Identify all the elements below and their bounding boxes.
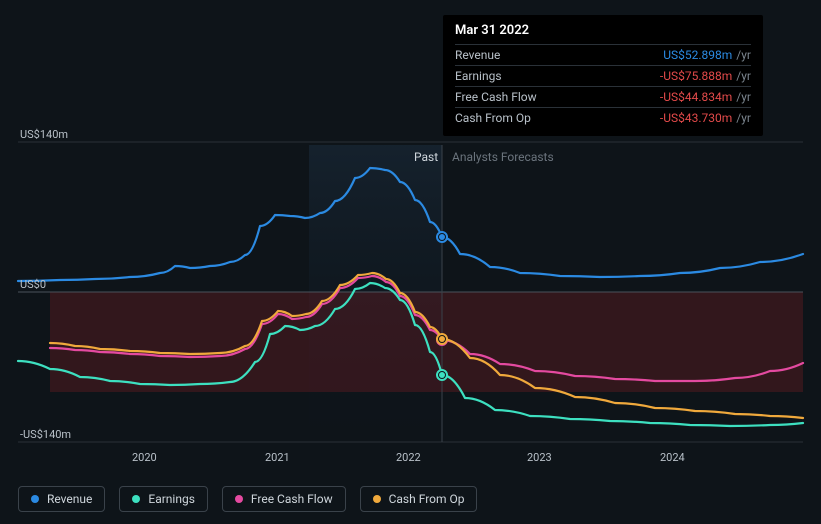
- tooltip-row-label: Earnings: [455, 69, 502, 83]
- legend-item-label: Earnings: [148, 492, 195, 506]
- chart-legend: Revenue Earnings Free Cash Flow Cash From O…: [18, 486, 477, 512]
- tooltip-row-unit: /yr: [736, 90, 751, 104]
- tooltip-row: Cash From Op -US$43.730m/yr: [455, 107, 751, 128]
- tooltip-row: Revenue US$52.898m/yr: [455, 44, 751, 65]
- tooltip-row: Free Cash Flow -US$44.834m/yr: [455, 86, 751, 107]
- tooltip-rows: Revenue US$52.898m/yr Earnings -US$75.888m /…: [455, 44, 751, 128]
- y-axis-label: US$0: [20, 278, 46, 291]
- tooltip-title: Mar 31 2022: [455, 23, 751, 38]
- x-axis-label: 2020: [132, 451, 157, 464]
- tooltip-row: Earnings -US$75.888m/yr: [455, 65, 751, 86]
- tooltip-row-value: US$52.898m: [663, 48, 732, 62]
- tooltip-row-value: -US$43.730m: [660, 111, 732, 125]
- region-label-forecast: Analysts Forecasts: [452, 150, 554, 164]
- legend-dot-icon: [31, 495, 39, 503]
- legend-item-label: Revenue: [47, 492, 92, 506]
- financials-chart: Past Analysts Forecasts Mar 31 2022 Reve…: [0, 0, 821, 524]
- legend-item-label: Free Cash Flow: [251, 492, 333, 506]
- tooltip-row-value: -US$44.834m: [660, 90, 732, 104]
- y-axis-label: -US$140m: [20, 428, 71, 441]
- legend-item-fcf[interactable]: Free Cash Flow: [222, 486, 346, 512]
- legend-item-cfo[interactable]: Cash From Op: [360, 486, 478, 512]
- chart-tooltip: Mar 31 2022 RevenueUS$52.898m/yrEarnings…: [443, 15, 763, 136]
- legend-dot-icon: [373, 495, 381, 503]
- x-axis-label: 2022: [396, 451, 421, 464]
- legend-item-revenue[interactable]: Revenue: [18, 486, 105, 512]
- legend-item-label: Cash From Op: [389, 492, 465, 506]
- legend-dot-icon: [235, 495, 243, 503]
- x-axis-label: 2021: [265, 451, 290, 464]
- legend-dot-icon: [132, 495, 140, 503]
- tooltip-row-label: Cash From Op: [455, 111, 531, 125]
- legend-item-earnings[interactable]: Earnings: [119, 486, 208, 512]
- tooltip-row-label: Free Cash Flow: [455, 90, 537, 104]
- y-axis-label: US$140m: [20, 128, 68, 141]
- tooltip-row-unit: /yr: [736, 111, 751, 125]
- region-label-past: Past: [414, 150, 438, 164]
- x-axis-label: 2024: [660, 451, 685, 464]
- tooltip-row-unit: /yr: [736, 69, 751, 83]
- tooltip-row-value: -US$75.888m: [660, 69, 732, 83]
- tooltip-row-unit: /yr: [736, 48, 751, 62]
- x-axis-label: 2023: [527, 451, 552, 464]
- tooltip-row-label: Revenue: [455, 48, 500, 62]
